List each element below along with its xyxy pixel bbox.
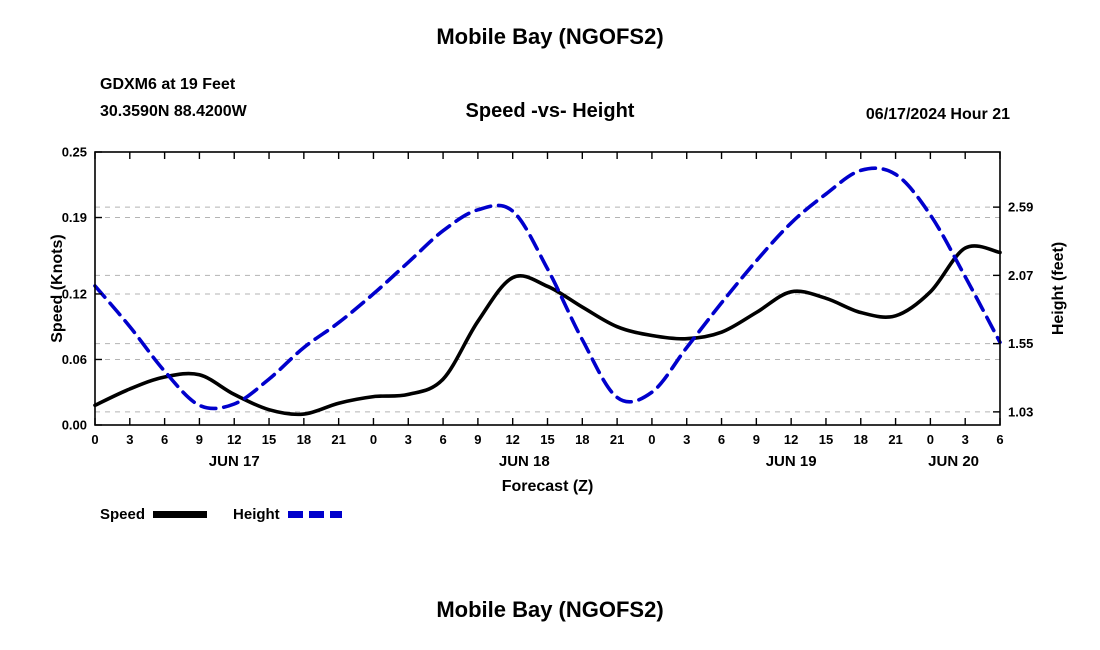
station-coordinates: 30.3590N 88.4200W: [100, 103, 247, 120]
x-tick-label: 3: [126, 432, 133, 447]
x-tick-label: 6: [161, 432, 168, 447]
x-tick-label: 21: [888, 432, 902, 447]
x-tick-label: 12: [505, 432, 519, 447]
y-right-tick-label: 2.07: [1008, 268, 1033, 283]
x-tick-label: 18: [297, 432, 311, 447]
x-tick-label: 6: [996, 432, 1003, 447]
chart-area: 0 3 6 9 12 15 18 21 0 3 6 9 12 15 18 21 0 3 6 9 12 15 18 21 0 3 6 J…: [0, 140, 1100, 550]
day-label: JUN 20: [928, 453, 979, 470]
x-tick-label: 3: [683, 432, 690, 447]
y-left-tick-label: 0.19: [62, 210, 87, 225]
x-tick-label: 0: [648, 432, 655, 447]
x-tick-label: 6: [718, 432, 725, 447]
x-tick-label: 21: [331, 432, 345, 447]
x-tick-label: 18: [575, 432, 589, 447]
station-id: GDXM6 at 19 Feet: [100, 76, 236, 93]
day-label: JUN 18: [499, 453, 550, 470]
x-tick-label: 9: [753, 432, 760, 447]
x-tick-label: 3: [405, 432, 412, 447]
legend: Speed Height: [100, 506, 342, 523]
x-tick-label: 15: [262, 432, 276, 447]
y-left-tick-label: 0.12: [62, 286, 87, 301]
x-tick-label: 9: [474, 432, 481, 447]
x-tick-label: 0: [927, 432, 934, 447]
y-right-tick-label: 2.59: [1008, 200, 1033, 215]
x-tick-label: 12: [784, 432, 798, 447]
legend-speed-label: Speed: [100, 506, 146, 523]
height-line-swatch: [287, 511, 342, 518]
footer-title: Mobile Bay (NGOFS2): [436, 597, 664, 622]
y-right-axis-title: Height (feet): [1050, 242, 1067, 335]
x-tick-label: 0: [91, 432, 98, 447]
y-right-tick-label: 1.55: [1008, 336, 1033, 351]
x-axis-title: Forecast (Z): [502, 478, 594, 495]
forecast-datetime: 06/17/2024 Hour 21: [865, 106, 1010, 123]
x-tick-label: 3: [962, 432, 969, 447]
legend-height-label: Height: [233, 506, 280, 523]
day-label: JUN 19: [766, 453, 817, 470]
x-tick-label: 15: [540, 432, 554, 447]
x-tick-label: 18: [854, 432, 868, 447]
x-tick-label: 21: [610, 432, 624, 447]
plot-frame: [94, 151, 1001, 426]
y-right-tick-label: 1.03: [1008, 404, 1033, 419]
speed-line-swatch: [153, 511, 208, 518]
x-tick-label: 0: [370, 432, 377, 447]
day-label: JUN 17: [209, 453, 260, 470]
y-left-tick-label: 0.25: [62, 145, 87, 160]
height-curve: [93, 166, 1002, 411]
y-left-axis-title: Speed (Knots): [49, 234, 66, 342]
y-left-tick-label: 0.06: [62, 352, 87, 367]
chart-title: Speed -vs- Height: [465, 100, 635, 122]
chart-svg: 0 3 6 9 12 15 18 21 0 3 6 9 12 15 18 21 0 3 6 9 12 15 18 21 0 3 6 J…: [49, 145, 1067, 496]
x-tick-label: 15: [819, 432, 833, 447]
y-left-tick-label: 0.00: [62, 418, 87, 433]
x-tick-label: 6: [439, 432, 446, 447]
x-tick-label: 9: [196, 432, 203, 447]
page-title: Mobile Bay (NGOFS2): [436, 24, 664, 49]
x-tick-label: 12: [227, 432, 241, 447]
